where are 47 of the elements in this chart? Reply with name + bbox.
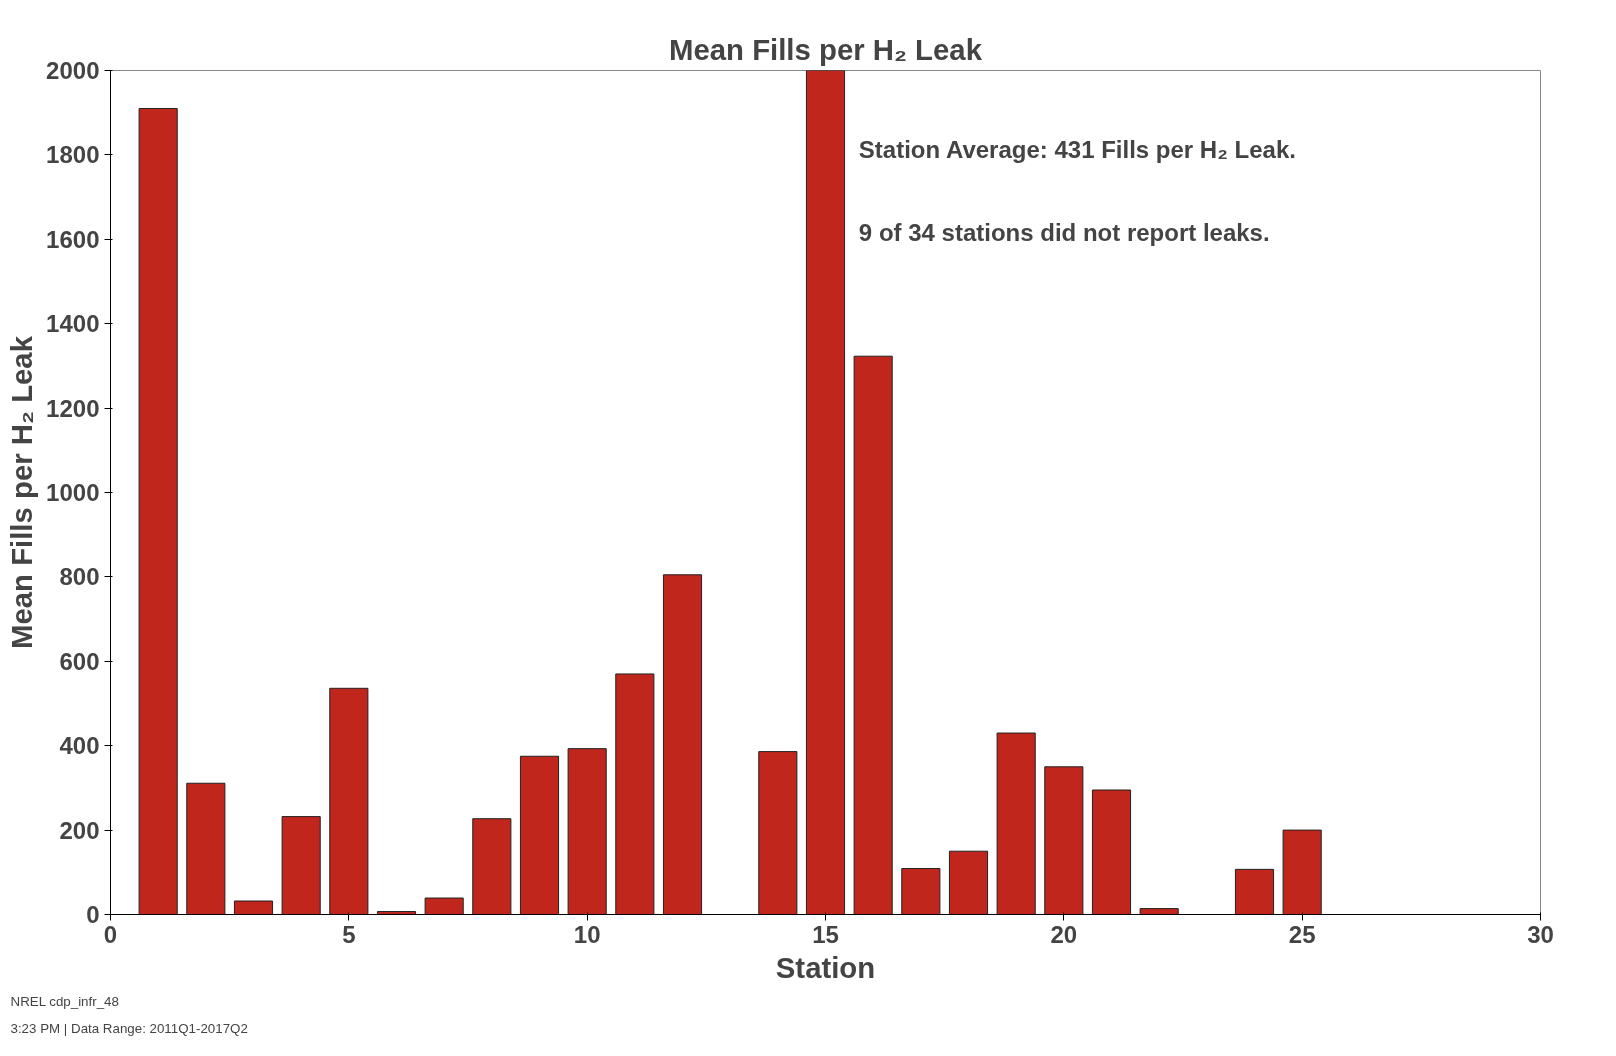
x-tick-label: 20: [1050, 920, 1078, 948]
y-tick-label: 800: [59, 563, 100, 591]
bar: [901, 868, 941, 915]
y-tick-label: 2000: [46, 57, 100, 84]
bar: [615, 673, 655, 915]
y-axis-title: Mean Fills per H₂ Leak: [5, 335, 39, 649]
y-tick-label: 0: [86, 901, 100, 928]
bar: [472, 818, 512, 915]
x-tick-label: 0: [103, 920, 118, 948]
y-tick-label: 1600: [46, 225, 100, 253]
x-tick-label: 5: [342, 920, 356, 948]
bar: [567, 748, 607, 915]
bar: [1139, 908, 1179, 915]
bar: [805, 70, 846, 915]
y-tick-label: 1400: [46, 310, 100, 338]
bar: [281, 816, 321, 915]
bar: [662, 574, 703, 915]
x-tick-label: 30: [1527, 920, 1554, 948]
y-tick-label: 200: [59, 816, 100, 844]
bar: [948, 850, 989, 915]
text: NREL cdp_infr_48: [10, 993, 119, 1009]
y-tick-label: 400: [59, 732, 100, 760]
bar: [233, 900, 274, 915]
y-tick-label: 1200: [46, 394, 100, 422]
x-tick-label: 15: [812, 920, 839, 948]
y-tick-label: 600: [59, 647, 100, 675]
bar: [853, 355, 893, 915]
bar: [1091, 789, 1132, 915]
x-tick-label: 25: [1288, 920, 1316, 948]
bar: [758, 751, 798, 915]
bar: [996, 732, 1036, 915]
annotation: 9 of 34 stations did not report leaks.: [858, 218, 1270, 246]
x-axis-title: Station: [775, 950, 876, 984]
bar: [424, 897, 464, 915]
y-tick-label: 1000: [46, 479, 100, 506]
bar: [329, 687, 369, 915]
chart-title: Mean Fills per H₂ Leak: [669, 32, 983, 66]
x-tick-label: 10: [573, 920, 601, 948]
y-tick-label: 1800: [46, 141, 100, 169]
text: 3:23 PM | Data Range: 2011Q1-2017Q2: [10, 1020, 248, 1036]
bar: [1044, 766, 1084, 915]
bar: [138, 107, 178, 915]
bar: [1282, 829, 1322, 915]
annotation: Station Average: 431 Fills per H₂ Leak.: [858, 136, 1296, 164]
bar: [186, 782, 226, 915]
bar: [519, 755, 560, 915]
bar: [1234, 868, 1275, 915]
